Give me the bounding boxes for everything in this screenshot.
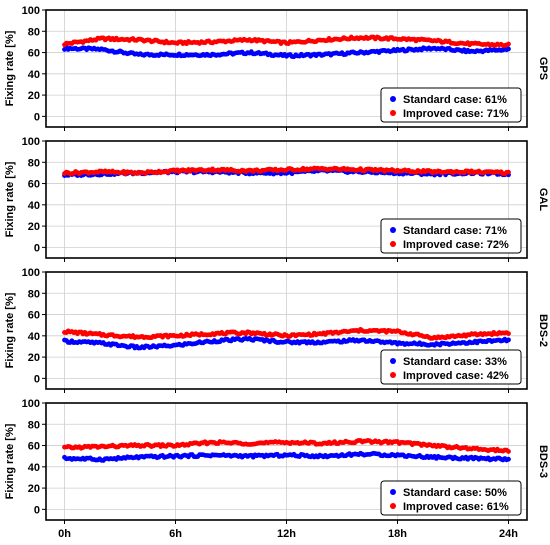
legend: Standard case: 61% Improved case: 71% xyxy=(380,87,522,123)
y-tick-label: 20 xyxy=(28,221,40,233)
legend-label: Standard case: 50% xyxy=(403,487,507,499)
y-tick-label: 80 xyxy=(28,157,40,169)
y-tick-label: 60 xyxy=(28,310,40,322)
x-tick-label: 0h xyxy=(58,528,71,540)
series-improved xyxy=(62,34,511,48)
y-tick-label: 100 xyxy=(22,5,40,17)
legend-label: Improved case: 71% xyxy=(403,108,509,120)
y-tick-label: 60 xyxy=(28,441,40,453)
y-tick-label: 0 xyxy=(34,242,40,254)
legend-marker xyxy=(390,110,396,116)
legend-label: Improved case: 42% xyxy=(403,370,509,382)
y-axis-label: Fixing rate [%] xyxy=(4,30,16,106)
y-tick-label: 0 xyxy=(34,373,40,385)
data-point xyxy=(506,337,511,343)
legend-label: Standard case: 61% xyxy=(403,94,507,106)
y-axis-label: Fixing rate [%] xyxy=(4,161,16,237)
data-point xyxy=(506,456,511,462)
series-standard xyxy=(62,44,511,60)
series-improved xyxy=(62,165,511,177)
legend-marker xyxy=(390,241,396,247)
x-tick-label: 12h xyxy=(277,528,296,540)
panel-gps: 0 20 40 60 80 100 Fixing rate [%] GPS Standard c… xyxy=(4,5,549,131)
legend-marker xyxy=(390,489,396,495)
legend-marker xyxy=(390,503,396,509)
system-label: BDS-3 xyxy=(537,445,549,478)
panel-gal: 0 20 40 60 80 100 Fixing rate [%] GAL Standard c… xyxy=(4,136,549,262)
y-tick-label: 40 xyxy=(28,200,40,212)
y-tick-label: 0 xyxy=(34,504,40,516)
data-point xyxy=(506,331,511,336)
y-tick-label: 40 xyxy=(28,462,40,474)
legend-box xyxy=(380,349,522,385)
y-tick-label: 80 xyxy=(28,288,40,300)
data-point xyxy=(506,46,511,52)
y-axis-label: Fixing rate [%] xyxy=(4,292,16,368)
y-tick-label: 60 xyxy=(28,179,40,191)
legend-box xyxy=(380,87,522,123)
legend-label: Standard case: 33% xyxy=(403,356,507,368)
x-tick-label: 6h xyxy=(169,528,182,540)
series-standard xyxy=(62,335,511,351)
y-tick-label: 20 xyxy=(28,90,40,102)
data-point xyxy=(506,41,511,47)
system-label: BDS-2 xyxy=(537,314,549,347)
legend: Standard case: 50% Improved case: 61% xyxy=(380,480,522,516)
y-tick-label: 0 xyxy=(34,111,40,123)
y-tick-label: 20 xyxy=(28,483,40,495)
y-tick-label: 40 xyxy=(28,331,40,343)
y-axis-label: Fixing rate [%] xyxy=(4,423,16,499)
y-tick-label: 60 xyxy=(28,48,40,60)
y-tick-label: 40 xyxy=(28,69,40,81)
data-point xyxy=(506,169,511,175)
system-label: GAL xyxy=(537,188,549,212)
legend-box xyxy=(380,218,522,254)
system-label: GPS xyxy=(537,57,549,80)
legend-marker xyxy=(390,358,396,364)
y-tick-label: 100 xyxy=(22,267,40,279)
legend: Standard case: 33% Improved case: 42% xyxy=(380,349,522,385)
legend-box xyxy=(380,480,522,516)
legend-label: Improved case: 72% xyxy=(403,239,509,251)
series-standard xyxy=(62,450,511,463)
legend-marker xyxy=(390,372,396,378)
legend-label: Standard case: 71% xyxy=(403,225,507,237)
series-improved xyxy=(62,437,511,454)
x-tick-label: 24h xyxy=(499,528,518,540)
legend-marker xyxy=(390,96,396,102)
x-tick-label: 18h xyxy=(388,528,407,540)
y-tick-label: 100 xyxy=(22,398,40,410)
series-improved xyxy=(62,326,511,341)
y-tick-label: 100 xyxy=(22,136,40,148)
legend-label: Improved case: 61% xyxy=(403,501,509,513)
panel-bds-2: 0 20 40 60 80 100 Fixing rate [%] BDS-2 Standard… xyxy=(4,267,549,393)
y-tick-label: 80 xyxy=(28,419,40,431)
y-tick-label: 80 xyxy=(28,26,40,38)
legend-marker xyxy=(390,227,396,233)
legend: Standard case: 71% Improved case: 72% xyxy=(380,218,522,254)
y-tick-label: 20 xyxy=(28,352,40,364)
panel-bds-3: 0 20 40 60 80 100 0h 6h 12h 18h 24h Fixing rate [%]… xyxy=(4,398,549,540)
data-point xyxy=(506,449,511,454)
